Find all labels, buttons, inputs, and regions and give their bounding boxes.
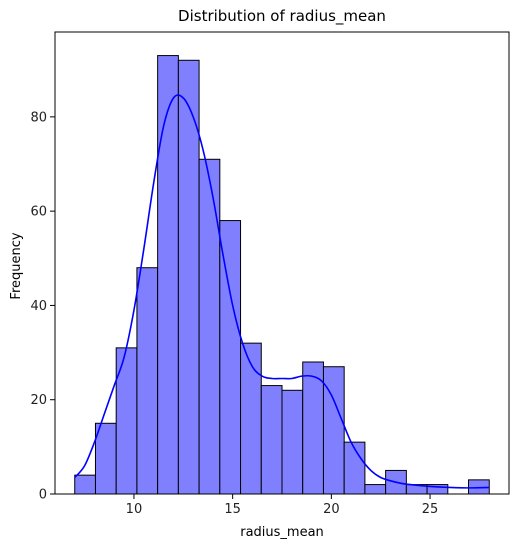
x-tick-label: 15 <box>224 502 241 517</box>
y-axis-label: Frequency <box>9 232 24 299</box>
histogram-bar <box>136 267 159 495</box>
y-tick-label: 40 <box>30 299 47 314</box>
x-tick-label: 20 <box>323 502 340 517</box>
x-axis-ticks: 10 15 20 25 <box>126 494 439 517</box>
y-tick-label: 80 <box>30 110 47 125</box>
histogram-bar <box>198 158 221 495</box>
histogram-bar <box>115 347 138 495</box>
x-tick-label: 25 <box>422 502 439 517</box>
x-axis-label: radius_mean <box>240 525 324 540</box>
histogram-bar <box>74 474 96 495</box>
histogram-bar <box>219 220 242 495</box>
chart-title: Distribution of radius_mean <box>178 7 386 26</box>
y-tick-label: 0 <box>39 488 47 503</box>
histogram-bar <box>157 55 179 495</box>
y-tick-label: 20 <box>30 393 47 408</box>
x-tick-label: 10 <box>126 502 143 517</box>
plot-frame <box>54 31 510 495</box>
y-axis-ticks: 0 20 40 60 80 <box>30 110 55 503</box>
histogram-bar <box>94 422 117 495</box>
y-tick-label: 60 <box>30 205 47 220</box>
histogram-bar <box>260 385 283 495</box>
histogram-bar <box>281 389 304 495</box>
kde-curve <box>74 94 490 489</box>
histogram-bar <box>302 361 324 495</box>
histogram-bar <box>364 484 387 495</box>
histogram-bar <box>240 342 262 495</box>
bars-group <box>74 55 490 495</box>
